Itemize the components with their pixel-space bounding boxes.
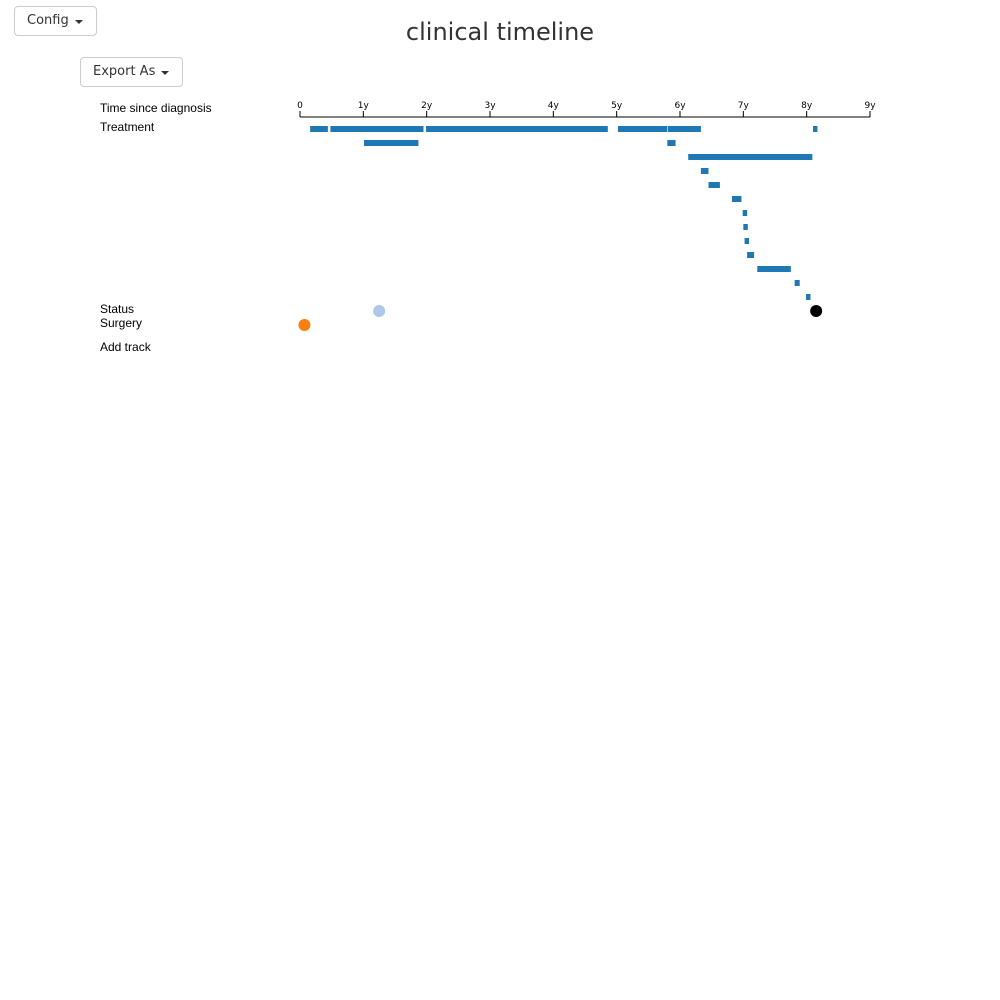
treatment-bar[interactable] <box>708 182 720 188</box>
treatment-bar[interactable] <box>688 154 813 160</box>
time-axis: 0 1y 2y 3y 4y 5y 6y 7y 8y 9y <box>297 101 876 118</box>
track-label-treatment: Treatment <box>100 120 155 134</box>
treatment-bar[interactable] <box>813 126 818 132</box>
treatment-bar[interactable] <box>747 252 755 258</box>
treatment-bar[interactable] <box>806 294 811 300</box>
tick-label: 7y <box>738 101 750 111</box>
status-point[interactable] <box>373 305 386 317</box>
track-label-surgery: Surgery <box>100 316 142 330</box>
treatment-bar[interactable] <box>617 126 668 132</box>
config-button[interactable]: Config <box>14 6 97 36</box>
tick-label: 2y <box>421 101 433 111</box>
add-track-link[interactable]: Add track <box>100 340 152 354</box>
treatment-bar[interactable] <box>330 126 424 132</box>
treatment-bar[interactable] <box>310 126 328 132</box>
config-button-label: Config <box>27 13 69 28</box>
chart-title: clinical timeline <box>405 18 595 46</box>
event-points <box>298 305 823 331</box>
caret-down-icon <box>161 70 170 75</box>
treatment-bar[interactable] <box>744 238 750 244</box>
tick-label: 4y <box>548 101 560 111</box>
treatment-bar[interactable] <box>667 126 701 132</box>
status-point[interactable] <box>810 305 823 317</box>
treatment-bar[interactable] <box>794 280 800 286</box>
export-as-button[interactable]: Export As <box>80 57 183 87</box>
tick-label: 9y <box>864 101 876 111</box>
timeline-chart: Time since diagnosis Treatment StatusSurge… <box>100 101 876 354</box>
treatment-bar[interactable] <box>700 168 709 174</box>
surgery-point[interactable] <box>298 319 311 331</box>
treatment-bar[interactable] <box>363 140 419 146</box>
tick-label: 8y <box>801 101 813 111</box>
export-button-label: Export As <box>93 64 156 79</box>
tick-label: 6y <box>674 101 686 111</box>
track-labels: Time since diagnosis Treatment StatusSurge… <box>100 101 212 354</box>
treatment-bar[interactable] <box>667 140 676 146</box>
treatment-bar[interactable] <box>757 266 791 272</box>
tick-label: 3y <box>484 101 496 111</box>
treatment-bars <box>310 126 818 300</box>
treatment-bar[interactable] <box>742 210 748 216</box>
tick-label: 0 <box>297 101 303 111</box>
tick-label: 5y <box>611 101 623 111</box>
tick-label: 1y <box>358 101 370 111</box>
caret-down-icon <box>74 19 83 24</box>
treatment-bar[interactable] <box>426 126 608 132</box>
treatment-bar[interactable] <box>731 196 742 202</box>
treatment-bar[interactable] <box>743 224 748 230</box>
axis-label: Time since diagnosis <box>100 101 212 115</box>
track-label-status: Status <box>100 302 134 316</box>
